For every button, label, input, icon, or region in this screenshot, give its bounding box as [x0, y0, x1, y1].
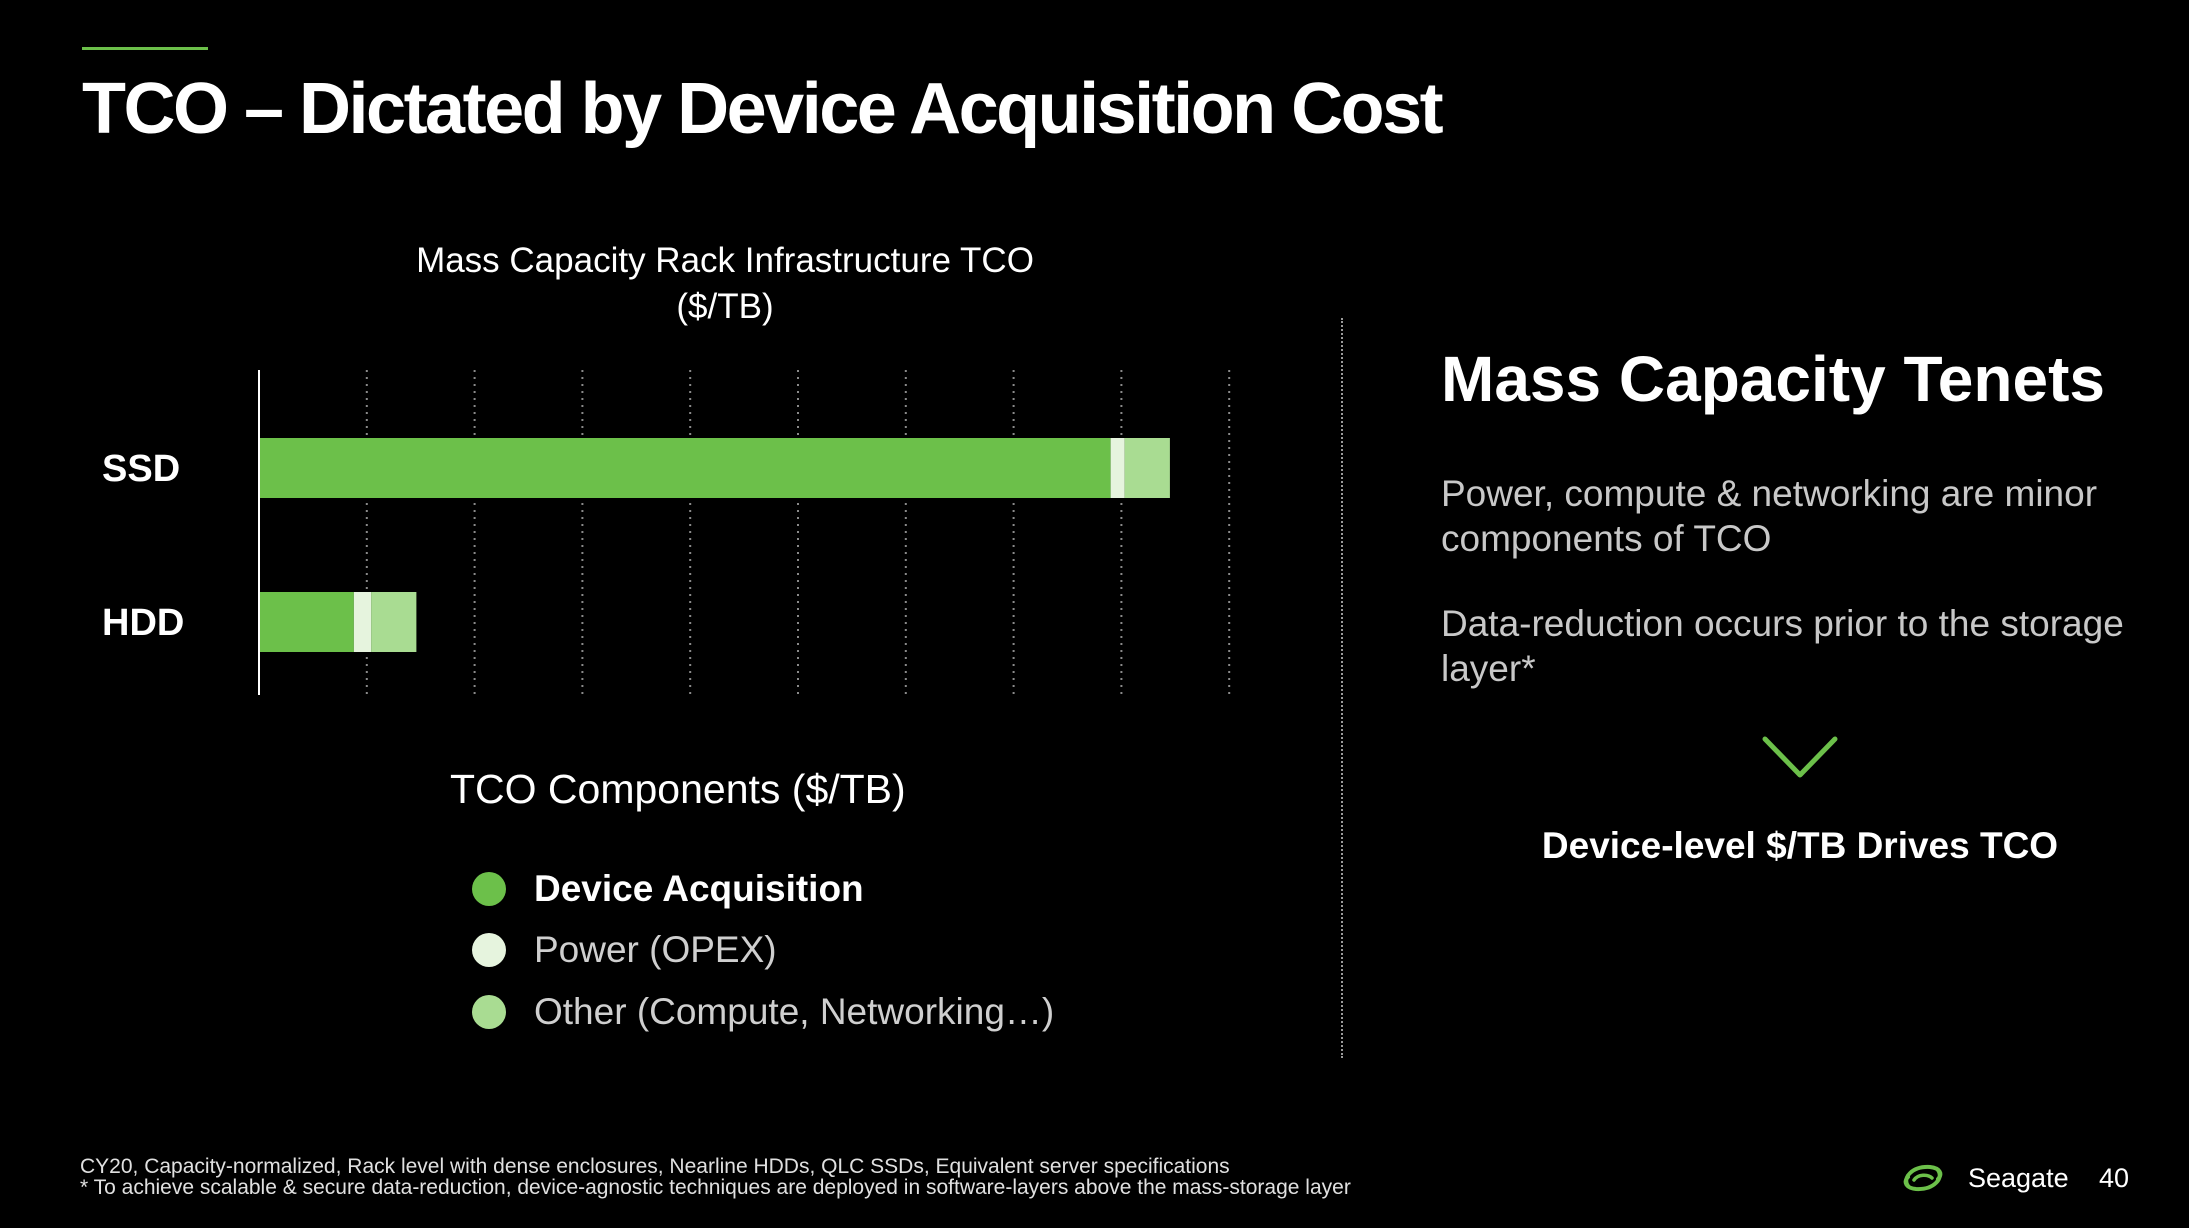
seagate-logo-icon — [1903, 1164, 1943, 1192]
section-divider — [1341, 318, 1343, 1058]
legend-swatch-device-acquisition — [472, 872, 506, 906]
tenet-point-1: Power, compute & networking are minor co… — [1441, 473, 2098, 559]
legend-label-other: Other (Compute, Networking…) — [534, 991, 1055, 1032]
title-accent-line — [82, 47, 208, 50]
bar-ssd-power-opex — [1110, 438, 1125, 498]
category-label-ssd: SSD — [102, 448, 180, 490]
chevron-down-icon — [1762, 736, 1838, 778]
legend-label-power-opex: Power (OPEX) — [534, 929, 777, 970]
brand-name: Seagate — [1968, 1163, 2069, 1193]
legend-title: TCO Components ($/TB) — [450, 766, 906, 812]
chart-title-unit: ($/TB) — [676, 287, 774, 326]
bar-hdd-power-opex — [353, 592, 372, 652]
page-number: 40 — [2099, 1163, 2130, 1193]
bar-ssd-other-compute-networking — [1124, 438, 1170, 498]
legend-label-device-acquisition: Device Acquisition — [534, 868, 864, 909]
chart-title: Mass Capacity Rack Infrastructure TCO ($… — [300, 238, 1150, 330]
tenet-point-2: Data-reduction occurs prior to the stora… — [1441, 603, 2124, 689]
category-label-hdd: HDD — [102, 602, 184, 644]
legend-item-device-acquisition: Device Acquisition — [472, 864, 864, 914]
legend-swatch-other — [472, 995, 506, 1029]
footnote-data-reduction: * To achieve scalable & secure data-redu… — [80, 1176, 1351, 1199]
legend-item-power-opex: Power (OPEX) — [472, 925, 777, 975]
bar-hdd-other-compute-networking — [371, 592, 417, 652]
bar-ssd-device-acquisition — [259, 438, 1111, 498]
bar-hdd-device-acquisition — [259, 592, 354, 652]
chart-title-main: Mass Capacity Rack Infrastructure TCO — [416, 241, 1034, 280]
footnote-scope: CY20, Capacity-normalized, Rack level wi… — [80, 1155, 1230, 1178]
tenets-conclusion: Device-level $/TB Drives TCO — [1541, 825, 2059, 866]
tco-bar-chart: SSD HDD — [102, 370, 1231, 695]
slide-title: TCO – Dictated by Device Acquisition Cos… — [82, 69, 1444, 149]
tenets-title: Mass Capacity Tenets — [1441, 343, 2105, 415]
legend-item-other: Other (Compute, Networking…) — [472, 987, 1054, 1037]
legend-swatch-power-opex — [472, 933, 506, 967]
